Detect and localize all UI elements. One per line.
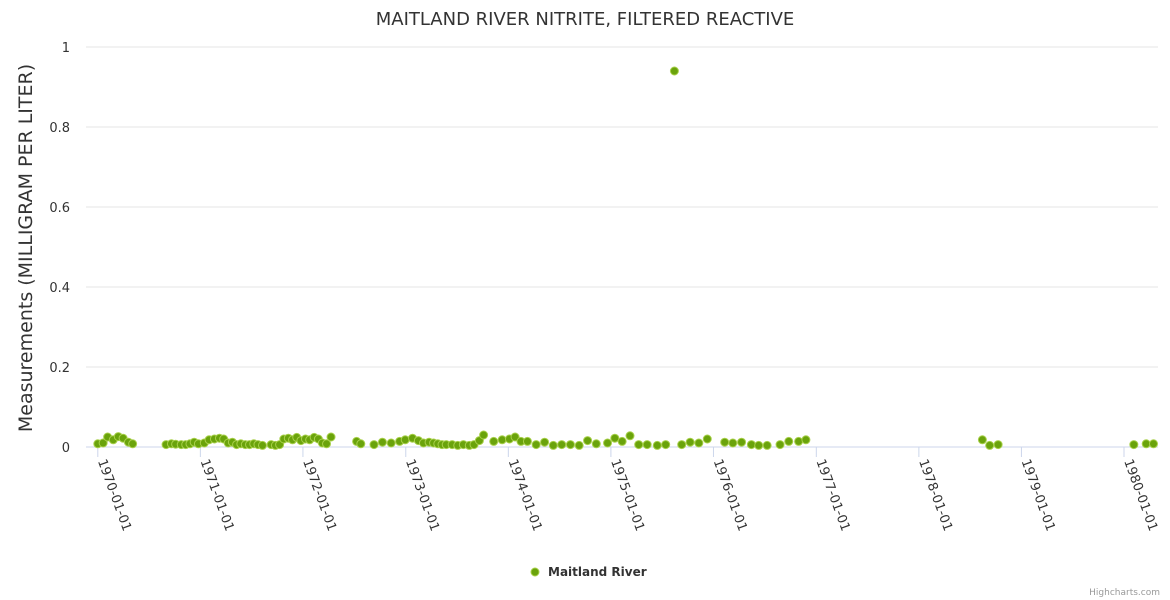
data-point[interactable] bbox=[386, 438, 396, 448]
y-axis-title: Measurements (MILLIGRAM PER LITER) bbox=[15, 64, 37, 432]
data-point[interactable] bbox=[1129, 440, 1139, 450]
y-tick-label: 1 bbox=[62, 41, 70, 56]
data-point[interactable] bbox=[746, 440, 756, 450]
y-tick-label: 0.6 bbox=[49, 201, 70, 216]
y-tick-label: 0.8 bbox=[49, 121, 70, 136]
data-point[interactable] bbox=[634, 440, 644, 450]
data-point[interactable] bbox=[985, 440, 995, 450]
data-point[interactable] bbox=[257, 440, 267, 450]
y-tick-label: 0 bbox=[62, 441, 70, 456]
data-point[interactable] bbox=[522, 436, 532, 446]
data-point[interactable] bbox=[497, 435, 507, 445]
data-point[interactable] bbox=[548, 440, 558, 450]
data-point[interactable] bbox=[603, 438, 613, 448]
data-point[interactable] bbox=[794, 436, 804, 446]
data-point[interactable] bbox=[322, 439, 332, 449]
data-point[interactable] bbox=[557, 440, 567, 450]
y-axis-labels: 0 0.2 0.4 0.6 0.8 1 bbox=[49, 41, 70, 456]
data-point[interactable] bbox=[479, 430, 489, 440]
data-point[interactable] bbox=[762, 440, 772, 450]
data-point[interactable] bbox=[510, 432, 520, 442]
data-point[interactable] bbox=[400, 435, 410, 445]
data-point[interactable] bbox=[565, 440, 575, 450]
y-tick-label: 0.2 bbox=[49, 361, 70, 376]
data-point[interactable] bbox=[617, 436, 627, 446]
x-axis-labels: 1970-01-01 1971-01-01 1972-01-01 1973-01-01… bbox=[94, 447, 1160, 533]
x-tick-label: 1978-01-01 bbox=[915, 457, 955, 533]
data-point[interactable] bbox=[801, 435, 811, 445]
data-point[interactable] bbox=[356, 439, 366, 449]
data-point[interactable] bbox=[784, 436, 794, 446]
data-point[interactable] bbox=[652, 440, 662, 450]
series-maitland-river[interactable] bbox=[93, 66, 1159, 450]
data-point[interactable] bbox=[1141, 439, 1151, 449]
data-point[interactable] bbox=[98, 438, 108, 448]
x-tick-label: 1972-01-01 bbox=[299, 457, 339, 533]
y-tick-label: 0.4 bbox=[49, 281, 70, 296]
legend-item-maitland-river[interactable]: Maitland River bbox=[548, 565, 647, 579]
data-point[interactable] bbox=[685, 437, 695, 447]
data-point[interactable] bbox=[625, 431, 635, 441]
data-point[interactable] bbox=[489, 436, 499, 446]
chart-title: MAITLAND RIVER NITRITE, FILTERED REACTIV… bbox=[376, 9, 795, 30]
x-tick-label: 1976-01-01 bbox=[710, 457, 750, 533]
data-point[interactable] bbox=[610, 433, 620, 443]
x-tick-label: 1980-01-01 bbox=[1120, 457, 1160, 533]
data-point[interactable] bbox=[677, 440, 687, 450]
x-tick-label: 1971-01-01 bbox=[197, 457, 237, 533]
data-point[interactable] bbox=[993, 440, 1003, 450]
x-tick-label: 1973-01-01 bbox=[402, 457, 442, 533]
data-point[interactable] bbox=[540, 437, 550, 447]
x-tick-label: 1975-01-01 bbox=[607, 457, 647, 533]
data-point[interactable] bbox=[977, 435, 987, 445]
data-point[interactable] bbox=[591, 439, 601, 449]
x-tick-label: 1979-01-01 bbox=[1018, 457, 1058, 533]
data-point[interactable] bbox=[1149, 439, 1159, 449]
data-point[interactable] bbox=[369, 440, 379, 450]
data-point[interactable] bbox=[531, 440, 541, 450]
data-point[interactable] bbox=[694, 438, 704, 448]
x-tick-label: 1974-01-01 bbox=[505, 457, 545, 533]
credits-link[interactable]: Highcharts.com bbox=[1089, 588, 1160, 598]
x-tick-label: 1970-01-01 bbox=[94, 457, 134, 533]
data-point[interactable] bbox=[775, 440, 785, 450]
data-point[interactable] bbox=[661, 440, 671, 450]
data-point[interactable] bbox=[583, 436, 593, 446]
data-point[interactable] bbox=[642, 440, 652, 450]
data-point[interactable] bbox=[128, 439, 138, 449]
data-point[interactable] bbox=[754, 440, 764, 450]
data-point[interactable] bbox=[377, 437, 387, 447]
data-point[interactable] bbox=[326, 432, 336, 442]
data-point[interactable] bbox=[728, 438, 738, 448]
data-point[interactable] bbox=[720, 437, 730, 447]
data-point[interactable] bbox=[669, 66, 679, 76]
legend-marker bbox=[530, 567, 540, 577]
x-tick-label: 1977-01-01 bbox=[813, 457, 853, 533]
data-point[interactable] bbox=[574, 440, 584, 450]
legend[interactable]: Maitland River bbox=[530, 565, 647, 579]
grid-lines bbox=[86, 46, 1158, 368]
data-point[interactable] bbox=[737, 437, 747, 447]
data-point[interactable] bbox=[702, 434, 712, 444]
